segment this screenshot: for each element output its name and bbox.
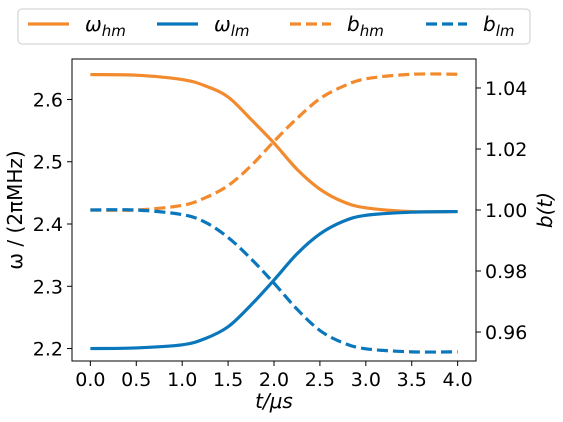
plot-area xyxy=(90,72,458,354)
x-tick-label: 1.5 xyxy=(213,369,243,391)
x-axis-label: t/μs xyxy=(255,389,293,413)
x-axis: 0.0 0.5 1.0 1.5 2.0 2.5 3.0 3.5 4.0 xyxy=(75,361,473,391)
legend-label-1: ωlm xyxy=(214,12,250,40)
y-left-tick-label: 2.5 xyxy=(33,152,63,174)
x-tick-label: 3.5 xyxy=(397,369,427,391)
y-right-tick-label: 0.98 xyxy=(485,261,527,283)
y-right-tick-label: 1.00 xyxy=(485,200,527,222)
y-right-tick-label: 1.04 xyxy=(485,78,527,100)
y-left-tick-label: 2.3 xyxy=(33,276,63,298)
legend: ωhm ωlm bhm blm xyxy=(17,8,531,45)
x-tick-label: 3.0 xyxy=(351,369,381,391)
x-tick-label: 0.0 xyxy=(75,369,105,391)
x-tick-label: 1.0 xyxy=(167,369,197,391)
series-line-0 xyxy=(90,72,458,214)
y-axis-left-label: ω / (2πMHz) xyxy=(3,150,27,269)
series-line-3 xyxy=(90,208,458,354)
x-tick-label: 2.0 xyxy=(259,369,289,391)
legend-label-3: blm xyxy=(483,12,514,40)
y-right-tick-label: 0.96 xyxy=(485,322,527,344)
series-line-1 xyxy=(90,209,458,351)
legend-label-0: ωhm xyxy=(85,12,126,40)
y-axis-right-label: b(t) xyxy=(533,192,557,228)
legend-frame xyxy=(17,8,531,45)
y-axis-right: 0.96 0.98 1.00 1.02 1.04 xyxy=(476,78,527,344)
x-tick-label: 2.5 xyxy=(305,369,335,391)
y-right-tick-label: 1.02 xyxy=(485,139,527,161)
x-tick-label: 0.5 xyxy=(121,369,151,391)
y-left-tick-label: 2.4 xyxy=(33,214,63,236)
y-left-tick-label: 2.6 xyxy=(33,89,63,111)
legend-label-2: bhm xyxy=(347,12,384,40)
y-axis-left: 2.2 2.3 2.4 2.5 2.6 xyxy=(33,89,72,361)
y-left-tick-label: 2.2 xyxy=(33,339,63,361)
x-tick-label: 4.0 xyxy=(443,369,473,391)
